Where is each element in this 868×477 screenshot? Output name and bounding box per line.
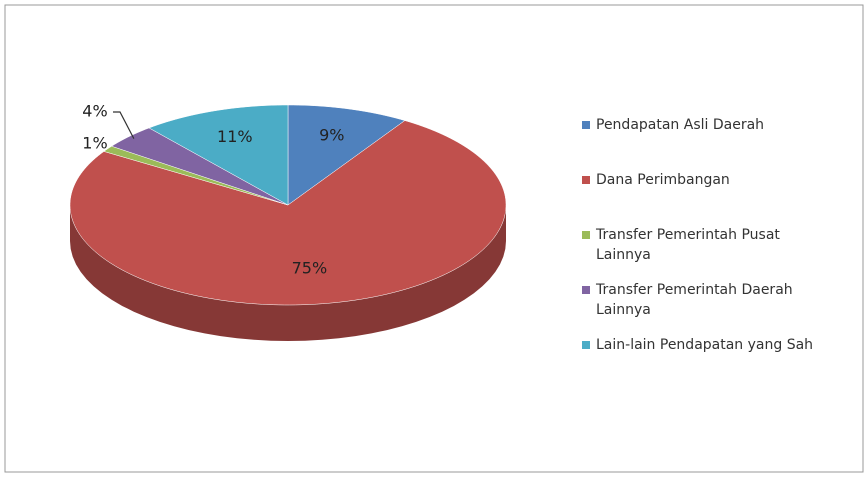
legend-label: Pendapatan Asli Daerah: [596, 117, 765, 133]
pie-slice: [148, 104, 289, 206]
legend-label: Dana Perimbangan: [596, 172, 730, 188]
data-label: 9%: [319, 125, 344, 144]
pie-slice-side: [70, 205, 506, 341]
legend-item: Transfer Pemerintah Pusat Lainnya: [582, 225, 832, 280]
legend-swatch: [582, 286, 590, 294]
legend-label: Lain-lain Pendapatan yang Sah: [596, 337, 814, 353]
pie-slice: [111, 127, 289, 206]
legend-item: Transfer Pemerintah Daerah Lainnya: [582, 280, 832, 335]
pie-slice: [287, 104, 406, 206]
data-label: 11%: [217, 127, 253, 146]
legend-swatch: [582, 176, 590, 184]
data-label: 1%: [82, 134, 107, 153]
data-label: 75%: [292, 258, 328, 277]
data-label: 4%: [82, 102, 107, 121]
legend-item: Pendapatan Asli Daerah: [582, 115, 832, 170]
legend-swatch: [582, 231, 590, 239]
legend-swatch: [582, 341, 590, 349]
leader-line: [113, 111, 135, 139]
pie-slice: [69, 120, 507, 306]
legend-label: Transfer Pemerintah Pusat Lainnya: [596, 227, 780, 263]
legend-item: Dana Perimbangan: [582, 170, 832, 225]
legend: Pendapatan Asli Daerah Dana Perimbangan Tr…: [582, 115, 832, 390]
legend-swatch: [582, 121, 590, 129]
legend-label: Transfer Pemerintah Daerah Lainnya: [596, 282, 793, 318]
legend-item: Lain-lain Pendapatan yang Sah: [582, 335, 832, 390]
